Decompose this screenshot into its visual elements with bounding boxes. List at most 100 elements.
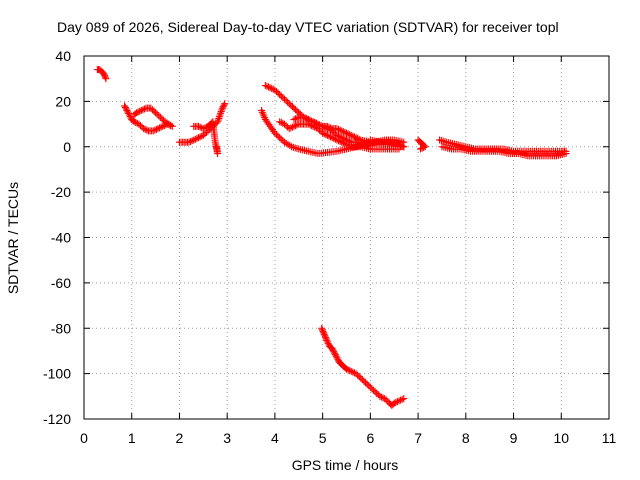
- data-point: [393, 398, 401, 406]
- data-point: [339, 139, 347, 147]
- data-point: [276, 134, 284, 142]
- data-point: [306, 116, 314, 124]
- data-point: [293, 144, 301, 152]
- data-point: [333, 354, 341, 362]
- data-point: [285, 100, 293, 108]
- data-point: [152, 125, 160, 133]
- data-point: [382, 396, 390, 404]
- data-point: [397, 396, 405, 404]
- x-tick-labels: 0 1 2 3 4 5 6 7 8 9 10 11: [80, 430, 616, 446]
- data-point: [300, 113, 308, 121]
- data-point: [344, 141, 352, 149]
- data-point: [101, 72, 109, 80]
- data-point: [201, 130, 209, 138]
- data-point: [292, 122, 300, 130]
- data-point: [287, 124, 295, 132]
- data-point: [323, 338, 331, 346]
- data-point: [312, 119, 320, 127]
- data-point: [214, 116, 222, 124]
- data-point: [398, 142, 406, 150]
- data-point: [332, 352, 340, 360]
- data-point: [330, 134, 338, 142]
- data-point: [360, 377, 368, 385]
- data-point: [421, 143, 429, 151]
- y-tick-label: -40: [51, 230, 71, 246]
- data-point: [156, 124, 164, 132]
- data-point: [344, 366, 352, 374]
- data-point: [331, 351, 339, 359]
- data-point: [371, 388, 379, 396]
- data-point: [287, 101, 295, 109]
- data-point: [277, 92, 285, 100]
- x-tick-label: 7: [414, 430, 422, 446]
- data-point: [121, 103, 129, 111]
- data-point: [217, 108, 225, 116]
- x-tick-label: 8: [462, 430, 470, 446]
- data-point: [320, 130, 328, 138]
- x-axis-label: GPS time / hours: [292, 457, 399, 473]
- data-point: [341, 140, 349, 148]
- x-tick-label: 5: [319, 430, 327, 446]
- data-point: [323, 131, 331, 139]
- data-point: [187, 137, 195, 145]
- data-point: [266, 84, 274, 92]
- data-point: [376, 392, 384, 400]
- data-point: [352, 370, 360, 378]
- data-point: [292, 106, 300, 114]
- data-point: [311, 119, 319, 127]
- y-tick-label: -80: [51, 320, 71, 336]
- data-point: [397, 141, 405, 149]
- data-point: [290, 104, 298, 112]
- data-point: [215, 114, 223, 122]
- data-point: [280, 95, 288, 103]
- data-point: [274, 89, 282, 97]
- data-point: [378, 393, 385, 401]
- data-point: [416, 145, 424, 153]
- x-tick-label: 3: [223, 430, 231, 446]
- data-point: [215, 113, 223, 121]
- data-point: [137, 106, 145, 114]
- data-point: [323, 336, 331, 344]
- data-point: [151, 126, 159, 134]
- data-point: [395, 397, 403, 405]
- data-point: [284, 98, 292, 106]
- data-point: [160, 116, 168, 124]
- data-point: [355, 135, 363, 143]
- data-point: [140, 105, 148, 113]
- data-point: [122, 105, 130, 113]
- data-point: [288, 123, 296, 131]
- data-point: [437, 137, 445, 145]
- data-point: [152, 109, 160, 117]
- data-point: [195, 134, 203, 142]
- data-point: [322, 333, 329, 341]
- data-point: [343, 365, 350, 373]
- data-point: [199, 131, 207, 139]
- data-point: [142, 104, 150, 112]
- data-point: [343, 129, 350, 137]
- data-point: [333, 125, 341, 133]
- data-point: [156, 113, 164, 121]
- data-point: [370, 386, 378, 394]
- data-point: [191, 135, 199, 143]
- data-point: [320, 330, 328, 338]
- data-point: [323, 122, 331, 130]
- data-point: [357, 374, 365, 382]
- data-point: [149, 127, 157, 135]
- data-point: [293, 121, 301, 129]
- data-point: [276, 91, 284, 99]
- data-point: [271, 86, 279, 94]
- data-point: [392, 398, 400, 406]
- y-tick-label: -20: [51, 184, 71, 200]
- data-point: [346, 131, 354, 139]
- data-point: [390, 399, 398, 407]
- data-point: [329, 346, 337, 354]
- data-point: [317, 122, 325, 130]
- data-point: [213, 143, 221, 151]
- data-point: [336, 126, 344, 134]
- data-point: [201, 124, 209, 132]
- data-point: [141, 125, 149, 133]
- data-point: [153, 110, 161, 118]
- data-point: [333, 136, 341, 144]
- data-point: [363, 380, 371, 388]
- x-tick-label: 9: [510, 430, 518, 446]
